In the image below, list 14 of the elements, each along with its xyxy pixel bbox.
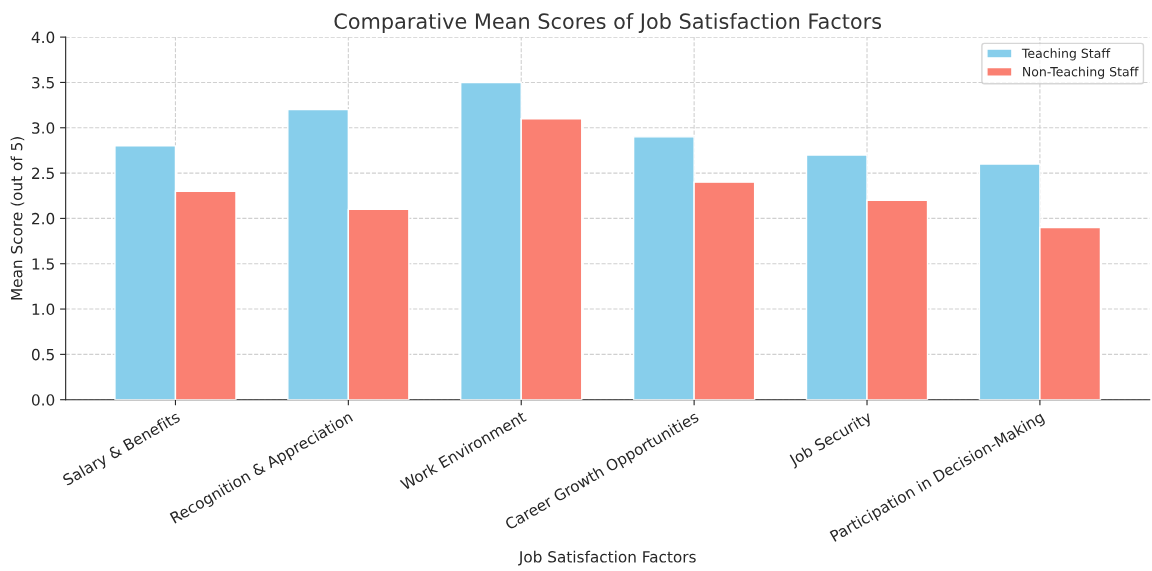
y-tick-label: 1.0 xyxy=(32,303,55,316)
legend-label: Teaching Staff xyxy=(1021,48,1111,61)
y-tick-label: 3.5 xyxy=(32,76,54,89)
y-tick-label: 0.5 xyxy=(31,348,54,361)
y-axis-title: Mean Score (out of 5) xyxy=(10,137,25,300)
y-tick-label: 2.5 xyxy=(32,167,54,180)
chart-title: Comparative Mean Scores of Job Satisfaction Factors xyxy=(334,12,882,34)
legend-label: Non-Teaching Staff xyxy=(1023,66,1139,79)
x-axis-title: Job Satisfaction Factors xyxy=(518,550,696,566)
y-tick-label: 0.0 xyxy=(31,394,55,406)
y-tick-label: 3.0 xyxy=(32,122,55,134)
y-tick-label: 4.0 xyxy=(31,31,55,44)
y-tick-label: 1.5 xyxy=(32,258,54,270)
y-tick-label: 2.0 xyxy=(32,212,55,225)
